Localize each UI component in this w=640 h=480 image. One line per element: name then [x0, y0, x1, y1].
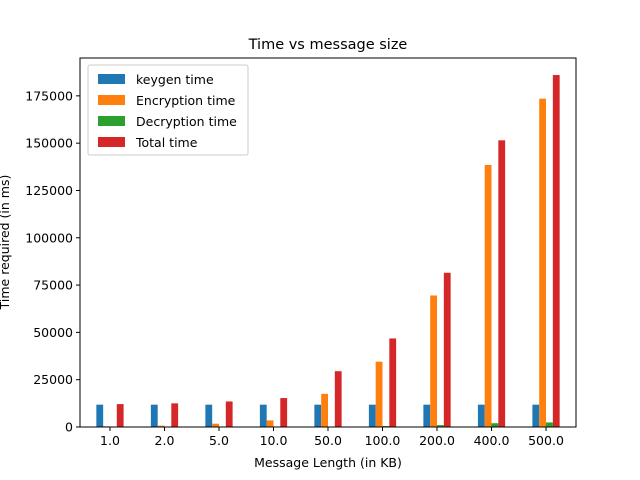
bar-encryption-time-100.0: [375, 361, 383, 427]
legend-swatch: [98, 95, 125, 105]
chart-title: Time vs message size: [248, 37, 408, 53]
bar-keygen-time-2.0: [150, 404, 158, 427]
bar-encryption-time-10.0: [266, 420, 274, 427]
legend-swatch: [98, 116, 125, 126]
bar-keygen-time-100.0: [368, 404, 376, 427]
y-axis-label: Time required (in ms): [0, 175, 12, 311]
y-axis: 0 25000 50000 75000 100000 125000 150000 175000: [25, 88, 80, 435]
y-tick-label: 50000: [33, 325, 73, 340]
y-tick-label: 125000: [25, 183, 73, 198]
legend-box: [87, 64, 249, 156]
bar-total-time-50.0: [334, 371, 342, 427]
bar-keygen-time-50.0: [314, 404, 322, 427]
x-tick-label: 1.0: [100, 433, 120, 448]
legend-swatch: [98, 137, 125, 147]
bar-encryption-time-50.0: [321, 393, 328, 427]
y-tick-label: 0: [65, 420, 73, 435]
bar-keygen-time-200.0: [423, 404, 431, 427]
bar-total-time-200.0: [443, 272, 451, 427]
y-tick-label: 150000: [25, 136, 73, 151]
bar-total-time-5.0: [225, 401, 233, 427]
y-tick-label: 175000: [25, 88, 73, 103]
bar-decryption-time-400.0: [491, 423, 499, 427]
bar-keygen-time-500.0: [532, 404, 540, 427]
bar-total-time-500.0: [552, 75, 560, 427]
bar-keygen-time-5.0: [205, 404, 213, 427]
x-tick-label: 500.0: [528, 433, 564, 448]
legend-label: Total time: [135, 135, 198, 150]
x-tick-label: 50.0: [314, 433, 342, 448]
bar-encryption-time-200.0: [430, 295, 438, 427]
x-tick-label: 2.0: [155, 433, 175, 448]
bar-keygen-time-1.0: [96, 404, 104, 427]
legend-swatch: [98, 74, 125, 84]
bar-keygen-time-10.0: [259, 404, 267, 427]
x-axis: 1.0 2.0 5.0 10.0 50.0 100.0 200.0 400.0 500.0: [100, 427, 564, 448]
x-tick-label: 400.0: [474, 433, 510, 448]
legend-label: Decryption time: [136, 114, 237, 129]
y-tick-label: 75000: [33, 278, 73, 293]
bar-total-time-2.0: [171, 403, 179, 427]
x-tick-label: 200.0: [419, 433, 455, 448]
bar-encryption-time-400.0: [484, 164, 492, 428]
x-tick-label: 10.0: [260, 433, 288, 448]
bar-encryption-time-5.0: [212, 423, 219, 427]
y-tick-label: 25000: [33, 372, 73, 387]
legend-label: keygen time: [136, 72, 214, 87]
bar-decryption-time-500.0: [546, 422, 553, 427]
bar-total-time-100.0: [389, 338, 397, 427]
x-tick-label: 5.0: [209, 433, 229, 448]
legend: keygen time Encryption time Decryption tim…: [87, 64, 249, 156]
bar-keygen-time-400.0: [477, 404, 485, 427]
plot-frame: [79, 57, 577, 428]
bars-layer: [96, 75, 560, 428]
bar-total-time-1.0: [116, 404, 124, 427]
bar-encryption-time-500.0: [539, 98, 547, 428]
bar-encryption-time-2.0: [157, 425, 165, 427]
bar-total-time-400.0: [498, 140, 506, 427]
x-tick-label: 100.0: [365, 433, 401, 448]
y-tick-label: 100000: [25, 230, 73, 245]
legend-label: Encryption time: [136, 93, 236, 108]
bar-total-time-10.0: [280, 398, 288, 427]
bar-decryption-time-200.0: [437, 425, 444, 427]
x-axis-label: Message Length (in KB): [254, 455, 402, 470]
